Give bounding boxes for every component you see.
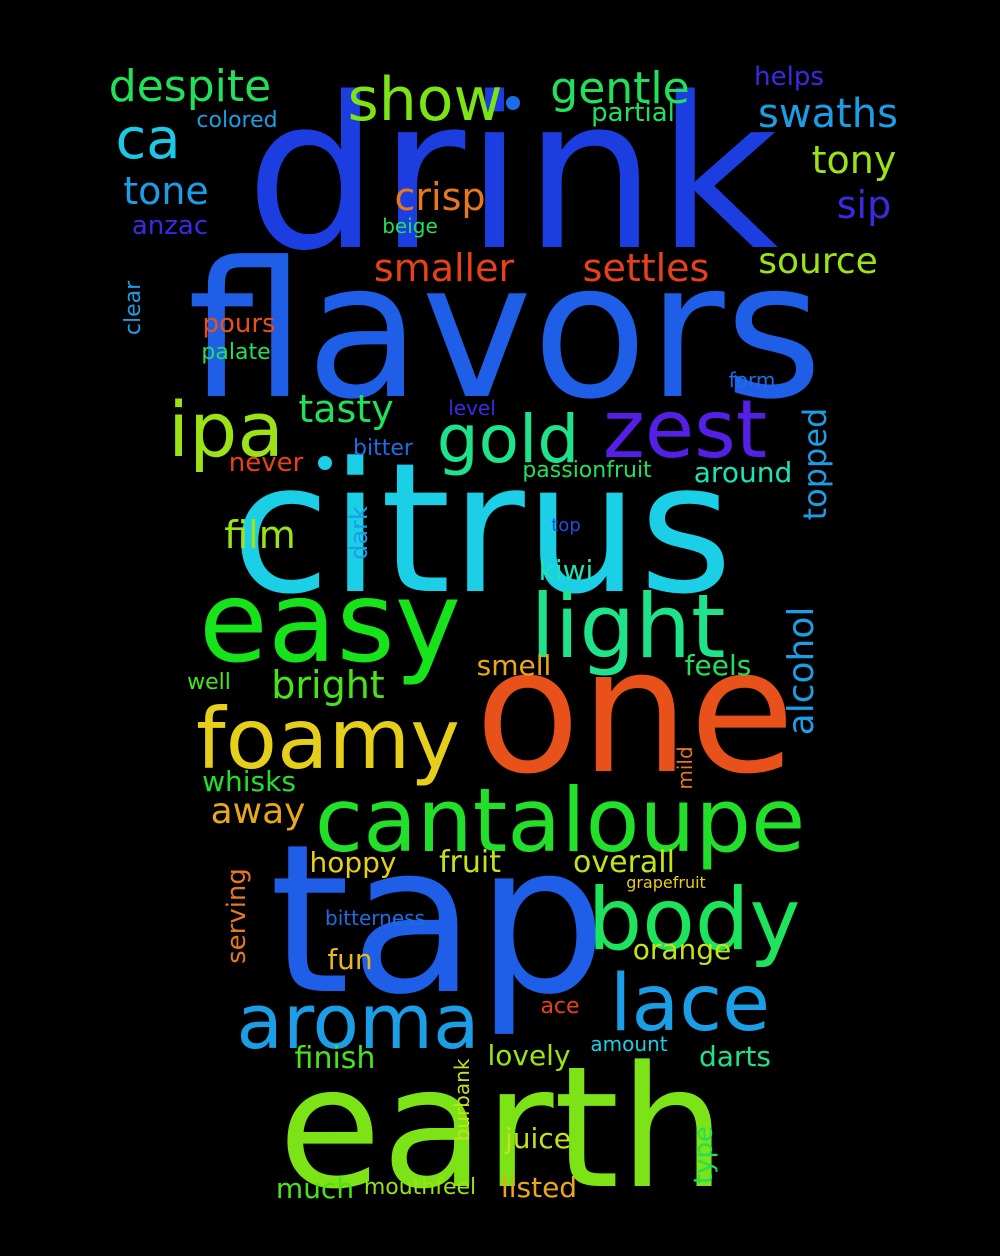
word-fruit: fruit — [438, 845, 502, 880]
word-dark: dark — [345, 506, 373, 560]
word-zest: zest — [602, 383, 768, 476]
word-gold: gold — [436, 401, 580, 478]
word-colored: colored — [196, 108, 278, 133]
word-whisks: whisks — [202, 765, 296, 798]
word-partial: partial — [591, 98, 675, 128]
word-palate: palate — [201, 340, 271, 365]
word-body: body — [587, 870, 801, 970]
word-listed: listed — [500, 1171, 578, 1204]
word-well: well — [187, 670, 231, 695]
word-alcohol: alcohol — [781, 606, 822, 736]
word-helps: helps — [754, 62, 824, 92]
word-lace: lace — [609, 959, 771, 1049]
word-topped: topped — [796, 407, 834, 521]
word-amount: amount — [590, 1032, 668, 1056]
word-ca: ca — [115, 107, 181, 172]
dot-decoration — [318, 456, 332, 470]
word-flavors: flavors — [187, 222, 823, 441]
word-bright: bright — [271, 663, 385, 707]
word-anzac: anzac — [131, 211, 209, 241]
word-easy: easy — [198, 558, 462, 688]
word-tasty: tasty — [298, 387, 394, 431]
word-bitterness: bitterness — [325, 906, 425, 930]
word-earth: earth — [278, 1030, 726, 1226]
word-level: level — [448, 396, 496, 420]
word-smaller: smaller — [373, 246, 515, 290]
word-passionfruit: passionfruit — [522, 458, 652, 483]
word-burbank: burbank — [450, 1058, 474, 1142]
word-bitter: bitter — [353, 436, 413, 461]
word-settles: settles — [582, 246, 710, 290]
word-smell: smell — [476, 649, 552, 682]
word-despite: despite — [108, 61, 272, 112]
word-finish: finish — [294, 1041, 376, 1076]
word-overall: overall — [573, 845, 675, 880]
word-cantaloupe: cantaloupe — [314, 769, 806, 872]
word-lovely: lovely — [487, 1039, 571, 1072]
word-serving: serving — [222, 868, 252, 964]
word-tony: tony — [811, 138, 897, 182]
word-never: never — [228, 448, 304, 478]
word-film: film — [224, 513, 296, 557]
word-kiwi: kiwi — [538, 554, 594, 587]
word-mild: mild — [673, 746, 697, 790]
word-ipa: ipa — [168, 385, 284, 474]
word-citrus: citrus — [231, 425, 733, 634]
word-orange: orange — [632, 933, 732, 966]
word-aroma: aroma — [236, 977, 480, 1066]
word-ace: ace — [540, 994, 580, 1019]
word-fun: fun — [327, 943, 373, 976]
word-grapefruit: grapefruit — [626, 873, 706, 892]
word-much: much — [275, 1172, 355, 1205]
word-type: type — [689, 1125, 719, 1185]
word-sip: sip — [836, 183, 892, 227]
word-away: away — [210, 791, 306, 832]
word-darts: darts — [698, 1040, 772, 1073]
word-show: show — [347, 65, 503, 135]
word-beige: beige — [382, 214, 438, 238]
word-form: form — [728, 368, 776, 392]
word-hoppy: hoppy — [309, 846, 397, 879]
word-foamy: foamy — [196, 690, 460, 788]
word-tap: tap — [269, 800, 607, 1040]
word-one: one — [474, 611, 796, 812]
dot-decoration — [506, 96, 520, 110]
word-crisp: crisp — [394, 175, 486, 219]
word-light: light — [530, 575, 726, 678]
word-gentle: gentle — [550, 63, 690, 114]
word-feels: feels — [684, 649, 752, 682]
word-pours: pours — [202, 309, 276, 339]
word-clear: clear — [121, 280, 146, 336]
word-around: around — [693, 456, 793, 489]
word-juice: juice — [505, 1122, 571, 1155]
word-swaths: swaths — [758, 91, 898, 137]
word-mouthfeel: mouthfeel — [363, 1175, 477, 1200]
word-source: source — [758, 241, 878, 282]
word-tone: tone — [123, 169, 209, 213]
word-top: top — [551, 515, 581, 536]
